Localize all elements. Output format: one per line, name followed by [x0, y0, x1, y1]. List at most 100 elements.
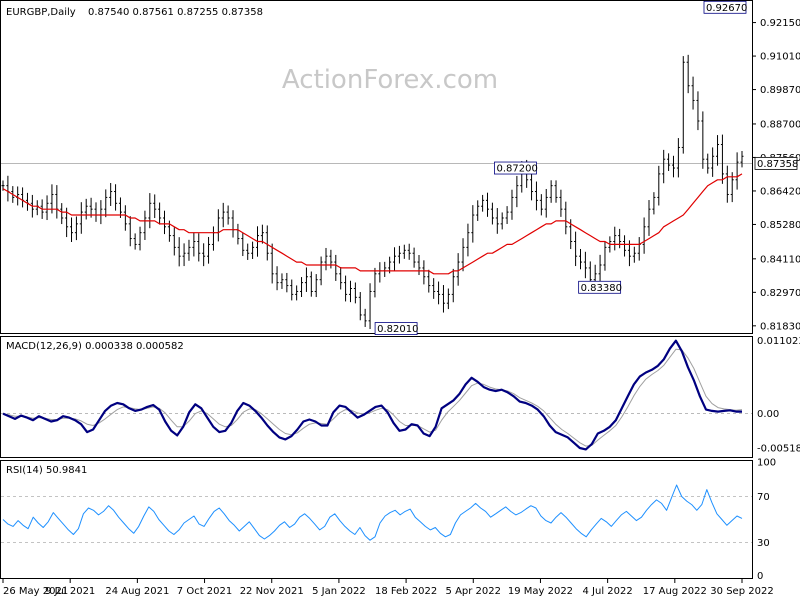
price-bar	[84, 198, 88, 220]
price-bar	[476, 200, 480, 221]
price-bar	[720, 134, 724, 184]
price-bar	[481, 194, 485, 212]
price-bar	[578, 248, 582, 270]
macd-title: MACD(12,26,9) 0.000338 0.000582	[6, 341, 184, 352]
price-bar	[647, 200, 651, 236]
price-bar	[446, 288, 450, 310]
price-bar	[495, 208, 499, 234]
price-bar	[544, 188, 548, 218]
price-bar	[613, 226, 617, 251]
price-bar	[735, 152, 739, 190]
price-bar	[671, 155, 675, 178]
x-tick-label: 7 Oct 2021	[177, 586, 232, 597]
price-bar	[104, 189, 108, 218]
price-bar	[716, 135, 720, 166]
price-bar	[348, 280, 352, 303]
x-tick-label: 5 Jan 2022	[312, 586, 366, 597]
price-bar	[138, 226, 142, 251]
price-bar	[216, 209, 220, 242]
watermark: ActionForex.com	[282, 65, 498, 95]
price-bar	[632, 246, 636, 263]
price-bar	[637, 237, 641, 261]
annotation-label: 0.87200	[496, 164, 537, 175]
price-bar	[667, 153, 671, 171]
price-bar	[373, 267, 377, 298]
price-bar	[393, 247, 397, 271]
price-bar	[246, 243, 250, 260]
price-bar	[437, 281, 441, 305]
price-bar	[187, 239, 191, 261]
price-bar	[412, 247, 416, 268]
y-tick-label: 0.92150	[760, 18, 800, 29]
price-bar	[45, 195, 49, 221]
price-bar	[701, 111, 705, 169]
price-bar	[172, 227, 176, 256]
y-tick-label: 0.91010	[760, 52, 800, 63]
price-bar	[285, 272, 289, 293]
price-bar	[148, 193, 152, 229]
price-bar	[461, 238, 465, 272]
price-bar	[363, 308, 367, 327]
price-bar	[652, 192, 656, 215]
rsi-line	[2, 484, 743, 541]
price-bar	[681, 56, 685, 154]
price-bar	[383, 261, 387, 277]
moving-average-series	[2, 173, 743, 275]
price-bar	[417, 254, 421, 276]
x-tick-label: 26 May 2021	[3, 586, 68, 597]
price-bar	[515, 175, 519, 208]
x-tick-label: 22 Nov 2021	[240, 586, 304, 597]
y-tick-label: 0.82970	[760, 288, 800, 299]
annotation-label: 0.92670	[706, 3, 747, 14]
price-bar	[339, 266, 343, 290]
price-bar	[133, 233, 137, 250]
price-bar	[334, 254, 338, 281]
price-bar	[510, 189, 514, 220]
price-bar	[143, 210, 147, 240]
price-bar	[50, 184, 54, 214]
y-tick-label: 0.89870	[760, 85, 800, 96]
price-bar	[642, 217, 646, 254]
price-bar	[559, 189, 563, 217]
x-tick-label: 18 Feb 2022	[375, 586, 437, 597]
price-bar	[280, 273, 284, 289]
price-bar	[226, 205, 230, 225]
price-bar	[202, 243, 206, 267]
price-bar	[197, 233, 201, 262]
price-bar	[114, 184, 118, 211]
price-bar	[221, 202, 225, 228]
price-bar	[358, 292, 362, 321]
price-bar	[207, 236, 211, 264]
price-bar	[25, 192, 29, 211]
x-tick-label: 4 Jul 2022	[583, 586, 633, 597]
price-bar	[539, 194, 543, 216]
price-bar	[407, 243, 411, 260]
price-annotations: 0.92670 0.87200 0.83380 0.82010	[374, 0, 747, 335]
price-bar	[378, 262, 382, 283]
price-bar	[466, 223, 470, 257]
annotation-label: 0.83380	[581, 283, 622, 294]
rsi-series	[2, 484, 743, 541]
guide-lines	[1, 162, 752, 543]
price-bar	[295, 285, 299, 301]
rsi-y-tick-label: 30	[757, 538, 770, 549]
price-bar	[79, 202, 83, 234]
y-tick-label: 0.84110	[760, 254, 800, 265]
symbol-label: EURGBP,Daily	[6, 7, 76, 18]
current-price-badge: 0.87358	[754, 156, 798, 170]
price-annotation: 0.87200	[494, 161, 538, 175]
price-bar	[60, 203, 64, 225]
price-bar	[231, 210, 235, 238]
price-bar	[740, 151, 744, 168]
price-bar	[427, 269, 431, 293]
price-bar	[662, 149, 666, 184]
macd-y-tick-label: -0.005182	[757, 443, 800, 454]
price-bar	[686, 54, 690, 94]
price-bar	[422, 260, 426, 285]
macd-y-tick-label: 0.00	[757, 409, 779, 420]
price-panel-frame	[0, 0, 753, 334]
price-bar	[530, 170, 534, 201]
